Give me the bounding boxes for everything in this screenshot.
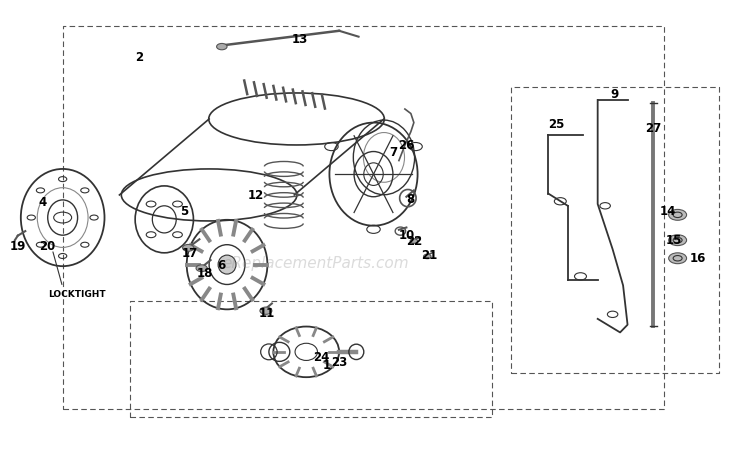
Text: 6: 6 — [217, 259, 226, 273]
Text: 15: 15 — [666, 234, 682, 247]
Text: 25: 25 — [548, 118, 564, 131]
Text: 9: 9 — [610, 88, 618, 101]
Text: 10: 10 — [399, 229, 416, 242]
Text: 24: 24 — [313, 351, 329, 364]
Circle shape — [669, 235, 686, 246]
Text: 16: 16 — [689, 252, 706, 265]
Circle shape — [196, 265, 207, 272]
Text: 12: 12 — [248, 189, 263, 202]
Circle shape — [217, 43, 227, 50]
Circle shape — [410, 239, 418, 243]
Text: 2: 2 — [136, 51, 144, 65]
Circle shape — [260, 307, 272, 314]
Circle shape — [424, 254, 431, 259]
Text: 11: 11 — [259, 307, 274, 320]
Text: 26: 26 — [398, 139, 415, 152]
Text: 20: 20 — [40, 240, 56, 253]
Text: 27: 27 — [645, 122, 661, 136]
Circle shape — [182, 244, 194, 251]
Text: eReplacementParts.com: eReplacementParts.com — [222, 256, 409, 271]
Text: 7: 7 — [389, 147, 398, 159]
Text: 18: 18 — [196, 267, 213, 280]
Text: 14: 14 — [660, 205, 676, 218]
Text: 23: 23 — [331, 356, 347, 369]
Text: 1: 1 — [322, 359, 331, 372]
Text: 21: 21 — [421, 249, 437, 262]
Text: 19: 19 — [10, 240, 26, 253]
Text: 4: 4 — [38, 196, 46, 209]
Circle shape — [669, 253, 686, 264]
Ellipse shape — [218, 255, 236, 274]
Text: LOCKTIGHT: LOCKTIGHT — [48, 290, 105, 299]
Circle shape — [669, 209, 686, 220]
Text: 17: 17 — [182, 247, 198, 260]
Text: 5: 5 — [180, 205, 188, 218]
Text: 13: 13 — [292, 33, 308, 46]
Text: 8: 8 — [406, 193, 415, 206]
Text: 22: 22 — [406, 236, 422, 248]
